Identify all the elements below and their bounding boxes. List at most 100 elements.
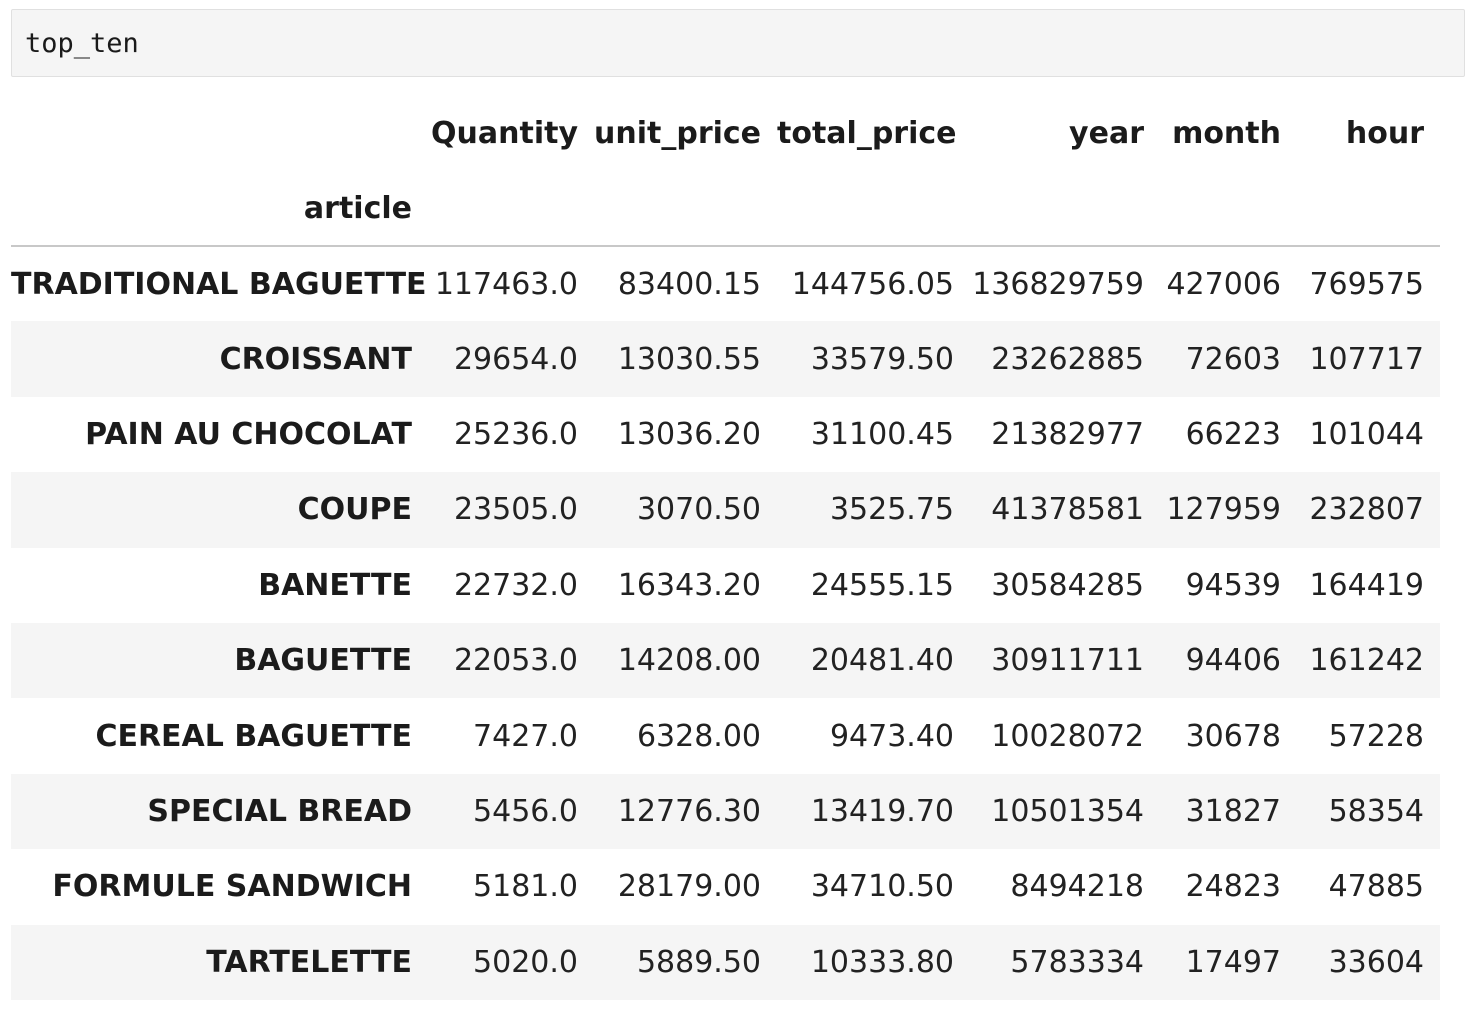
blank-header-cell [1297, 171, 1440, 247]
row-index-label: SPECIAL BREAD [147, 793, 412, 829]
table-cell: 17497 [1185, 944, 1281, 980]
table-cell: 5181.0 [473, 869, 578, 905]
blank-header-cell [1160, 171, 1297, 247]
table-cell: 6328.00 [636, 718, 761, 754]
table-cell: 66223 [1185, 416, 1281, 452]
table-cell: 101044 [1309, 416, 1424, 452]
table-cell: 30911711 [991, 643, 1144, 679]
table-cell: 31100.45 [810, 416, 954, 452]
table-cell: 5889.50 [636, 944, 761, 980]
table-cell: 31827 [1185, 793, 1281, 829]
table-cell: 10501354 [991, 793, 1144, 829]
column-header: total_price [777, 115, 957, 151]
dataframe-body: TRADITIONAL BAGUETTE 117463.0 83400.15 1447… [11, 246, 1440, 1000]
table-cell: 144756.05 [791, 266, 954, 302]
table-cell: 9473.40 [829, 718, 954, 754]
table-cell: 5456.0 [473, 793, 578, 829]
column-header-row: Quantity unit_price total_price year mon… [11, 95, 1440, 171]
table-cell: 30584285 [991, 567, 1144, 603]
index-header-blank [11, 95, 428, 171]
index-name-header: article [11, 171, 428, 247]
table-cell: 13419.70 [810, 793, 954, 829]
table-row: TRADITIONAL BAGUETTE 117463.0 83400.15 1447… [11, 246, 1440, 321]
table-cell: 22732.0 [453, 567, 578, 603]
table-cell: 13030.55 [617, 341, 761, 377]
row-index-label: TARTELETTE [206, 944, 412, 980]
table-cell: 29654.0 [453, 341, 578, 377]
blank-header-cell [777, 171, 970, 247]
table-cell: 14208.00 [617, 643, 761, 679]
row-index-label: BANETTE [258, 567, 412, 603]
table-row: BAGUETTE 22053.0 14208.00 20481.40 30911711 9… [11, 622, 1440, 699]
table-cell: 47885 [1328, 869, 1424, 905]
table-cell: 3070.50 [636, 492, 761, 528]
table-cell: 25236.0 [453, 416, 578, 452]
column-header: hour [1345, 115, 1424, 151]
table-cell: 20481.40 [810, 643, 954, 679]
column-header: unit_price [594, 115, 762, 151]
table-cell: 21382977 [991, 416, 1144, 452]
table-cell: 30678 [1185, 718, 1281, 754]
table-cell: 769575 [1309, 266, 1424, 302]
table-row: COUPE 23505.0 3070.50 3525.75 41378581 127959… [11, 472, 1440, 548]
table-row: SPECIAL BREAD 5456.0 12776.30 13419.70 10501… [11, 773, 1440, 850]
table-cell: 107717 [1309, 341, 1424, 377]
table-cell: 8494218 [1010, 869, 1144, 905]
row-index-label: CEREAL BAGUETTE [95, 718, 412, 754]
table-row: CEREAL BAGUETTE 7427.0 6328.00 9473.40 10028… [11, 698, 1440, 773]
table-cell: 16343.20 [617, 567, 761, 603]
table-cell: 24823 [1185, 869, 1281, 905]
row-index-label: BAGUETTE [234, 643, 412, 679]
table-cell: 23262885 [991, 341, 1144, 377]
dataframe-table: Quantity unit_price total_price year mon… [11, 95, 1440, 1000]
table-cell: 10028072 [991, 718, 1144, 754]
table-cell: 33579.50 [810, 341, 954, 377]
table-cell: 117463.0 [434, 266, 578, 302]
code-input-cell[interactable]: top_ten [11, 9, 1465, 77]
table-row: BANETTE 22732.0 16343.20 24555.15 30584285 94… [11, 548, 1440, 623]
table-cell: 94406 [1185, 643, 1281, 679]
output-area: Quantity unit_price total_price year mon… [11, 95, 1440, 1000]
table-cell: 58354 [1328, 793, 1424, 829]
table-cell: 427006 [1166, 266, 1281, 302]
table-cell: 94539 [1185, 567, 1281, 603]
table-cell: 13036.20 [617, 416, 761, 452]
table-cell: 12776.30 [617, 793, 761, 829]
table-cell: 28179.00 [617, 869, 761, 905]
row-index-label: FORMULE SANDWICH [52, 869, 412, 905]
table-cell: 3525.75 [829, 492, 954, 528]
table-cell: 83400.15 [617, 266, 761, 302]
table-cell: 136829759 [972, 266, 1144, 302]
table-cell: 22053.0 [453, 643, 578, 679]
column-header: month [1172, 115, 1281, 151]
table-cell: 33604 [1328, 944, 1424, 980]
table-cell: 34710.50 [810, 869, 954, 905]
table-cell: 5020.0 [473, 944, 578, 980]
code-source-text: top_ten [25, 28, 139, 59]
table-cell: 161242 [1309, 643, 1424, 679]
table-cell: 10333.80 [810, 944, 954, 980]
blank-header-cell [594, 171, 777, 247]
table-cell: 23505.0 [453, 492, 578, 528]
table-cell: 127959 [1166, 492, 1281, 528]
table-cell: 5783334 [1010, 944, 1144, 980]
column-header: Quantity [431, 115, 578, 151]
row-index-label: TRADITIONAL BAGUETTE [11, 266, 427, 302]
table-cell: 7427.0 [473, 718, 578, 754]
dataframe-header: Quantity unit_price total_price year mon… [11, 95, 1440, 247]
index-name-row: article [11, 171, 1440, 247]
table-cell: 41378581 [991, 492, 1144, 528]
row-index-label: COUPE [297, 492, 412, 528]
table-cell: 57228 [1328, 718, 1424, 754]
table-cell: 24555.15 [810, 567, 954, 603]
table-row: TARTELETTE 5020.0 5889.50 10333.80 5783334 17… [11, 924, 1440, 1000]
row-index-label: CROISSANT [219, 341, 412, 377]
table-cell: 164419 [1309, 567, 1424, 603]
table-row: FORMULE SANDWICH 5181.0 28179.00 34710.50 84… [11, 849, 1440, 924]
column-header: year [1069, 115, 1144, 151]
blank-header-cell [428, 171, 594, 247]
table-cell: 232807 [1309, 492, 1424, 528]
table-row: CROISSANT 29654.0 13030.55 33579.50 23262885… [11, 321, 1440, 397]
table-row: PAIN AU CHOCOLAT 25236.0 13036.20 31100.45 2… [11, 397, 1440, 472]
blank-header-cell [970, 171, 1160, 247]
